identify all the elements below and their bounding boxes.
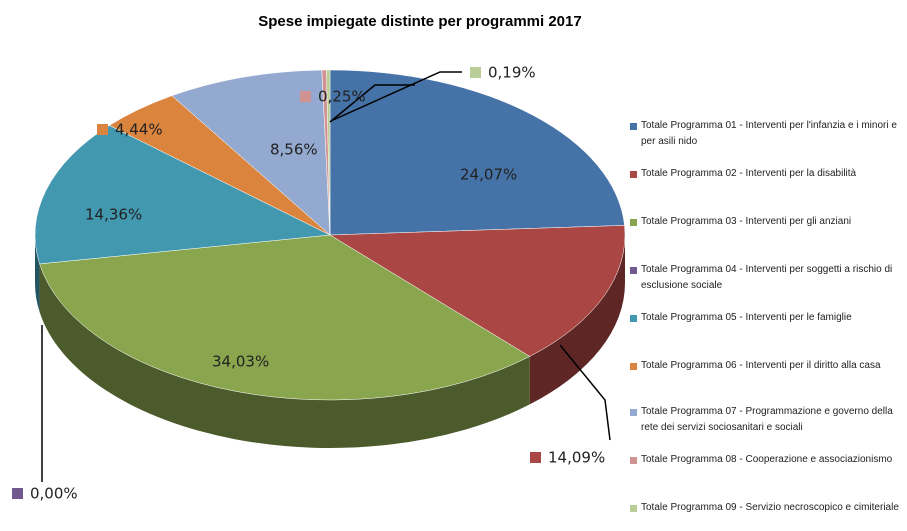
legend-item: Totale Programma 01 - Interventi per l'i…: [630, 118, 906, 150]
data-label: 24,07%: [460, 166, 517, 184]
chart-title: Spese impiegate distinte per programmi 2…: [258, 13, 581, 30]
data-label: 0,00%: [30, 485, 78, 503]
pie-slice: [39, 234, 531, 401]
legend-label: Totale Programma 06 - Interventi per il …: [641, 360, 881, 371]
legend-label: Totale Programma 02 - Interventi per la …: [641, 168, 857, 179]
pie-wall: [35, 235, 40, 312]
legend-label: Totale Programma 03 - Interventi per gli…: [641, 216, 852, 227]
pie-wall: [39, 263, 530, 448]
legend-item: Totale Programma 03 - Interventi per gli…: [630, 214, 906, 230]
legend-label: Totale Programma 09 - Servizio necroscop…: [641, 502, 899, 513]
label-swatch: [12, 488, 23, 499]
legend-label: Totale Programma 07 - Programmazione e g…: [641, 406, 893, 433]
leader-line: [329, 84, 415, 123]
leader-line: [559, 344, 611, 441]
pie-slice: [171, 69, 331, 236]
data-label: 0,19%: [488, 64, 536, 82]
pie-slice: [326, 69, 331, 236]
legend-label: Totale Programma 04 - Interventi per sog…: [641, 264, 893, 291]
leader-line: [332, 71, 462, 121]
data-label: 4,44%: [115, 121, 163, 139]
legend-item: Totale Programma 05 - Interventi per le …: [630, 310, 906, 326]
legend-swatch: [630, 171, 637, 178]
legend-swatch: [630, 409, 637, 416]
legend-item: Totale Programma 02 - Interventi per la …: [630, 166, 906, 182]
legend-swatch: [630, 505, 637, 512]
label-swatch: [470, 67, 481, 78]
legend-swatch: [630, 363, 637, 370]
pie-wall: [529, 235, 625, 405]
legend-swatch: [630, 457, 637, 464]
legend-label: Totale Programma 08 - Cooperazione e ass…: [641, 454, 893, 465]
legend-label: Totale Programma 05 - Interventi per le …: [641, 312, 852, 323]
label-swatch: [97, 124, 108, 135]
data-label: 14,09%: [548, 449, 605, 467]
legend-label: Totale Programma 01 - Interventi per l'i…: [641, 120, 897, 147]
legend-item: Totale Programma 06 - Interventi per il …: [630, 358, 906, 374]
legend-item: Totale Programma 07 - Programmazione e g…: [630, 404, 906, 436]
label-swatch: [530, 452, 541, 463]
pie-slice: [34, 125, 331, 265]
data-label: 34,03%: [212, 353, 269, 371]
legend-swatch: [630, 315, 637, 322]
legend-swatch: [630, 267, 637, 274]
pie-slice: [329, 225, 626, 357]
legend-item: Totale Programma 08 - Cooperazione e ass…: [630, 452, 906, 468]
data-label: 8,56%: [270, 141, 318, 159]
data-label: 0,25%: [318, 88, 366, 106]
data-label: 14,36%: [85, 206, 142, 224]
legend-swatch: [630, 123, 637, 130]
legend-swatch: [630, 219, 637, 226]
pie-slice: [329, 69, 625, 236]
legend-item: Totale Programma 09 - Servizio necroscop…: [630, 500, 906, 516]
label-swatch: [300, 91, 311, 102]
legend-item: Totale Programma 04 - Interventi per sog…: [630, 262, 906, 294]
